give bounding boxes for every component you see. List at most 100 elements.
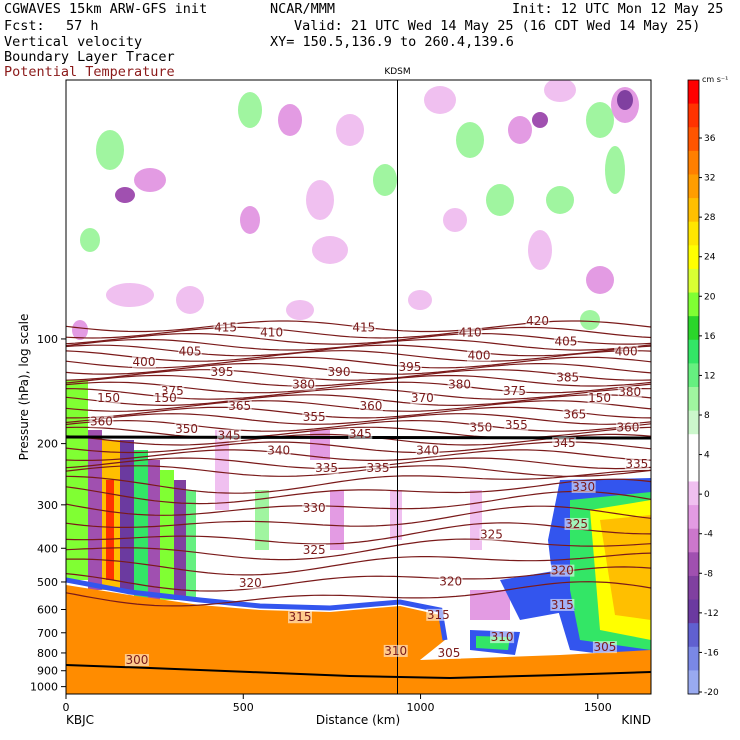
theta-label-bg: [564, 517, 589, 530]
theta-label-bg: [259, 326, 284, 339]
theta-label: 400: [133, 355, 156, 369]
colorbar-swatch: [688, 387, 699, 412]
colorbar: 36 32 28 24 20 16 12 8 4 0 -4 -8 -12 -16 -20: [687, 79, 719, 698]
theta-label-bg: [502, 384, 527, 397]
theta-label-bg: [302, 543, 327, 556]
colorbar-label: 24: [704, 253, 716, 263]
theta-contour: [66, 478, 651, 505]
theta-label: 150: [154, 391, 177, 405]
colorbar-label: 16: [704, 332, 716, 342]
theta-contour: [66, 363, 651, 375]
theta-label: 420: [526, 314, 549, 328]
theta-label-bg: [383, 644, 408, 657]
theta-label: 365: [228, 399, 251, 413]
theta-label-bg: [124, 654, 149, 667]
colorbar-swatch: [688, 505, 699, 530]
colorbar-swatch: [688, 528, 699, 553]
theta-contour: [66, 369, 651, 381]
colorbar-frame: [687, 79, 700, 695]
colorbar-swatch: [688, 198, 699, 223]
theta-label-bg: [624, 458, 649, 471]
theta-label: 380: [292, 377, 315, 391]
field-boundary-layer-tracer: Boundary Layer Tracer: [4, 49, 175, 65]
colorbar-label: 36: [704, 134, 716, 144]
colorbar-swatch: [688, 150, 699, 175]
theta-label: 335: [315, 461, 338, 475]
y-tick-label: 800: [37, 647, 58, 660]
theta-label-bg: [614, 345, 639, 358]
colorbar-swatch: [688, 552, 699, 577]
theta-label-bg: [96, 392, 121, 405]
theta-label-bg: [587, 392, 612, 405]
theta-label-bg: [291, 378, 316, 391]
theta-label-bg: [89, 415, 114, 428]
theta-contour: [66, 581, 651, 607]
theta-label-bg: [302, 411, 327, 424]
theta-label: 320: [239, 576, 262, 590]
theta-contour: [66, 406, 651, 419]
theta-label-bg: [266, 444, 291, 457]
colorbar-swatch: [688, 127, 699, 152]
theta-label: 400: [468, 348, 491, 362]
theta-label: 340: [267, 443, 290, 457]
theta-label-bg: [490, 631, 515, 644]
endpoint-right: KIND: [621, 713, 651, 727]
endpoint-left: KBJC: [66, 713, 94, 727]
theta-label: 375: [503, 384, 526, 398]
theta-label-bg: [302, 501, 327, 514]
colorbar-label: 20: [704, 292, 716, 302]
theta-label: 150: [97, 391, 120, 405]
theta-label: 350: [175, 422, 198, 436]
theta-label: 360: [617, 420, 640, 434]
theta-contour: [66, 469, 651, 494]
theta-label: 325: [480, 527, 503, 541]
y-axis: 100 200 300 400 500 600 700 800 900 1000: [30, 333, 66, 694]
cross-section-coords: XY= 150.5,136.9 to 260.4,139.6: [270, 34, 514, 50]
theta-label: 365: [563, 407, 586, 421]
theta-label-bg: [436, 646, 461, 659]
theta-label-bg: [217, 429, 242, 442]
theta-label: 315: [551, 598, 574, 612]
colorbar-label: -20: [704, 688, 719, 698]
colorbar-label: -4: [704, 530, 713, 540]
colorbar-swatch: [688, 103, 699, 128]
kdsm-label: KDSM: [384, 67, 410, 77]
theta-label: 395: [398, 360, 421, 374]
x-axis: 0 500 1000 1500: [63, 694, 612, 714]
theta-label-bg: [426, 608, 451, 621]
colorbar-swatch: [688, 670, 699, 695]
theta-contour: [66, 344, 651, 357]
forecast-hours: 57 h: [66, 18, 99, 34]
colorbar-label: -8: [704, 569, 713, 579]
theta-label: 345: [349, 427, 372, 441]
mountain-wave-bands: [66, 380, 510, 620]
theta-label-bg: [617, 385, 642, 398]
theta-label: 355: [303, 410, 326, 424]
terrain-line: [66, 664, 651, 680]
theta-label-bg: [553, 335, 578, 348]
theta-label-bg: [550, 564, 575, 577]
colorbar-swatch: [688, 410, 699, 435]
theta-label-bg: [555, 371, 580, 384]
theta-label: 340: [416, 443, 439, 457]
theta-contour: [66, 505, 651, 528]
theta-label-bg: [210, 365, 234, 378]
x-tick-label: 500: [233, 701, 254, 714]
theta-label: 315: [289, 610, 312, 624]
theta-label: 330: [572, 480, 595, 494]
theta-label: 400: [615, 344, 638, 358]
theta-label: 325: [565, 517, 588, 531]
theta-contour: [66, 426, 651, 439]
y-tick-label: 200: [37, 438, 58, 451]
forecast-label: Fcst:: [4, 18, 45, 34]
colorbar-swatch: [688, 575, 699, 601]
theta-label: 335: [367, 461, 390, 475]
colorbar-label: 0: [704, 490, 710, 500]
theta-label-bg: [415, 444, 440, 457]
colorbar-swatch: [688, 245, 699, 270]
theta-label: 325: [303, 543, 326, 557]
colorbar-swatch: [688, 80, 699, 105]
theta-label-bg: [438, 575, 463, 588]
theta-label-bg: [468, 421, 493, 434]
theta-contour: [66, 465, 651, 477]
